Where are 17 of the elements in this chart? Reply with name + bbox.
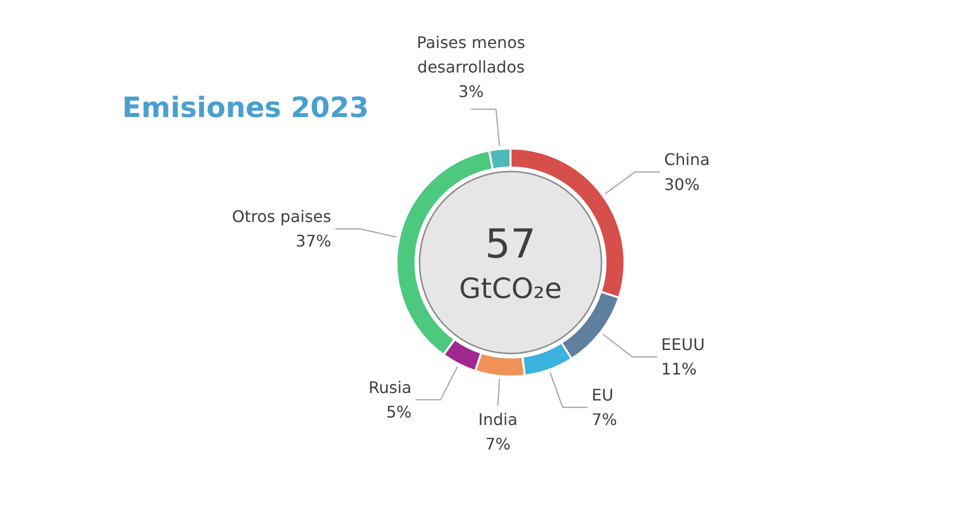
slice-label: EEUU bbox=[661, 335, 705, 354]
text: GtCO₂e bbox=[459, 272, 562, 305]
data-label: 7% bbox=[592, 410, 618, 430]
text: Emisiones 2023 bbox=[122, 91, 369, 124]
data-label: 30% bbox=[664, 174, 700, 194]
slice-label: Paises menos desarrollados bbox=[416, 32, 526, 76]
slice-label: Rusia bbox=[368, 378, 412, 397]
data-label: 5% bbox=[386, 402, 412, 422]
text: 57 bbox=[485, 222, 536, 268]
data-label: 11% bbox=[661, 360, 697, 379]
slice-label: Otros paises bbox=[232, 207, 332, 226]
data-label: 7% bbox=[485, 434, 511, 454]
data-label: 37% bbox=[296, 232, 332, 251]
slice-label: China bbox=[664, 150, 710, 170]
slice-label: EU bbox=[592, 386, 614, 405]
slice-label: India bbox=[478, 410, 518, 429]
data-label: 3% bbox=[458, 82, 484, 102]
